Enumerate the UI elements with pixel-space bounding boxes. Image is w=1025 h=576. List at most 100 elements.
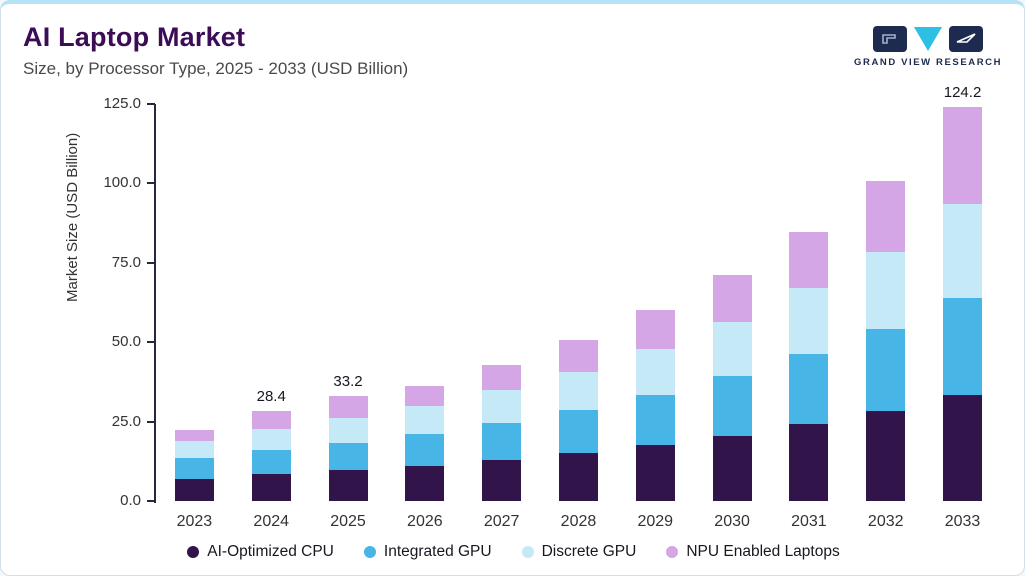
x-tick-label: 2032 [867,513,904,530]
bar-stack [558,339,598,501]
bar-segment [943,106,983,204]
bar-segment [174,458,214,479]
bar-segment [635,394,675,446]
legend-item: Discrete GPU [521,543,637,561]
x-tick-label: 2033 [944,513,981,530]
bar-segment [943,203,983,298]
bar-segment [174,478,214,501]
legend-swatch-icon [666,546,679,558]
x-tick-label: 2029 [637,513,674,530]
y-tick-mark [147,261,155,264]
y-tick-mark [147,500,155,502]
bar-segment [789,353,829,425]
y-tick-mark [147,341,155,344]
gvr-logo-text: GRAND VIEW RESEARCH [854,57,1003,68]
bar-segment [328,469,368,501]
chart-legend: AI-Optimized CPU Integrated GPU Discrete G… [1,543,1024,561]
bar-segment [405,385,445,407]
bar-segment [405,433,445,467]
chart-header: AI Laptop Market Size, by Processor Type… [23,22,408,79]
x-tick-label: 2025 [330,513,366,530]
y-tick-label: 25.0 [111,412,141,430]
bar-stack [789,231,829,501]
bar-segment [789,424,829,501]
bar-group-2023: 2023 [156,104,232,530]
bar-segment [866,251,906,329]
bar-segment [558,453,598,501]
x-tick-label: 2024 [253,513,290,530]
legend-item: AI-Optimized CPU [187,543,334,561]
stacked-bar-chart: Market Size (USD Billion) 2023 2024 28.4 20… [1,84,1024,539]
page-title: AI Laptop Market [23,22,246,52]
bar-group-2029: 2029 [617,104,693,530]
bar-stack [866,180,906,501]
bar-stack [943,106,983,501]
bar-segment [943,394,983,501]
bar-segment [482,459,522,501]
y-axis-title: Market Size (USD Billion) [64,132,81,302]
bar-segment [251,450,291,475]
bar-segment [482,422,522,460]
bar-stack [635,310,675,501]
bar-segment [405,406,445,434]
y-tick-mark [147,103,155,105]
bar-stack [251,410,291,501]
bar-segment [405,466,445,501]
x-tick-label: 2030 [714,513,750,530]
bar-segment [328,442,368,470]
bar-segment [482,364,522,390]
gvr-logo-marks [854,26,1002,52]
legend-label: Integrated GPU [383,543,492,560]
bar-stack [712,274,752,501]
bar-group-2026: 2026 [387,104,463,530]
bar-segment [328,417,368,443]
bar-segment [558,339,598,372]
x-tick-label: 2023 [176,513,213,530]
legend-item: Integrated GPU [363,543,492,561]
logo-mark-triangle-icon [914,27,942,51]
bar-value-label: 28.4 [256,387,286,405]
bar-segment [866,411,906,501]
gvr-logo: GRAND VIEW RESEARCH [854,26,1002,68]
bar-group-2024: 2024 28.4 [233,104,309,530]
bar-group-2028: 2028 [540,104,616,530]
y-tick-mark [147,420,155,423]
bar-segment [482,389,522,423]
bar-stack [482,364,522,501]
bar-segment [174,430,214,442]
bar-segment [558,410,598,454]
bar-segment [866,328,906,412]
y-tick-label: 75.0 [111,253,141,271]
legend-swatch-icon [363,546,376,558]
bar-segment [328,395,368,418]
bar-group-2032: 2032 [848,104,924,530]
y-tick-mark [147,182,155,185]
legend-label: NPU Enabled Laptops [686,543,840,560]
x-tick-label: 2028 [560,513,597,530]
bar-value-label: 33.2 [333,372,363,390]
bar-segment [174,441,214,459]
bar-segment [943,297,983,395]
page-subtitle: Size, by Processor Type, 2025 - 2033 (US… [23,59,409,78]
bar-group-2033: 2033 124.2 [925,84,1001,530]
bar-group-2031: 2031 [771,104,847,530]
bar-segment [558,371,598,411]
y-tick-label: 125.0 [103,95,141,112]
bar-segment [712,375,752,436]
legend-item: NPU Enabled Laptops [666,543,840,561]
bar-segment [789,231,829,289]
bar-segment [635,310,675,349]
legend-swatch-icon [521,546,534,558]
y-tick-label: 100.0 [103,174,141,192]
bar-stack [405,385,445,501]
x-tick-label: 2031 [791,513,827,530]
y-tick-label: 50.0 [111,333,141,351]
y-tick-label: 0.0 [120,492,141,509]
bar-segment [251,428,291,451]
y-axis-line [154,104,156,503]
legend-label: Discrete GPU [541,543,637,560]
bar-segment [251,410,291,429]
plot-area: 2023 2024 28.4 2025 33.2 2026 2027 2028 2029 2030… [156,84,1001,530]
logo-mark-flag-icon [949,26,983,52]
